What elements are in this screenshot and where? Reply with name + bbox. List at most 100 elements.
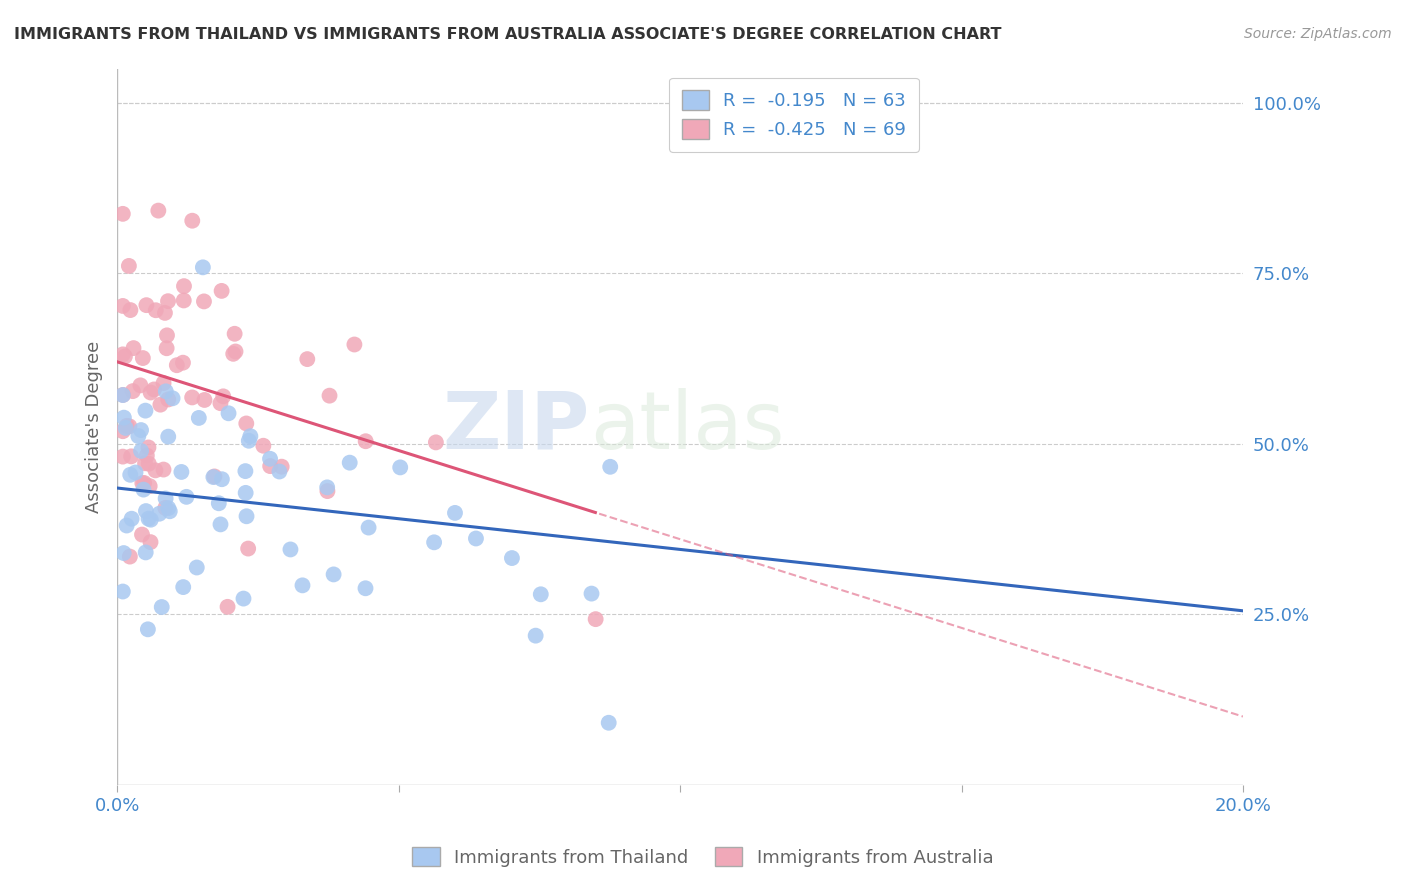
Point [235,509,257,524]
Point [111,450,134,464]
Point [121,512,143,526]
Point [134,403,156,417]
Point [129,378,152,392]
Point [425,435,447,450]
Point [148,203,170,218]
Point [343,337,366,351]
Point [598,715,620,730]
Point [139,385,162,400]
Point [238,541,260,556]
Point [159,504,181,518]
Point [114,350,136,364]
Point [211,284,233,298]
Point [209,517,232,532]
Point [120,303,142,318]
Point [187,411,209,425]
Point [157,501,180,516]
Point [191,260,214,275]
Text: atlas: atlas [591,388,785,466]
Point [186,560,208,574]
Point [501,551,523,566]
Point [423,535,446,549]
Point [235,417,257,431]
Text: IMMIGRANTS FROM THAILAND VS IMMIGRANTS FROM AUSTRALIA ASSOCIATE'S DEGREE CORRELA: IMMIGRANTS FROM THAILAND VS IMMIGRANTS F… [14,27,1001,42]
Point [235,464,257,478]
Point [115,418,138,433]
Point [181,391,204,405]
Point [166,358,188,372]
Point [155,384,177,399]
Point [136,623,159,637]
Point [111,207,134,221]
Point [134,475,156,490]
Point [212,389,235,403]
Point [235,486,257,500]
Point [145,463,167,477]
Point [111,584,134,599]
Point [152,462,174,476]
Point [134,456,156,470]
Point [444,506,467,520]
Point [239,429,262,443]
Point [150,600,173,615]
Point [118,259,141,273]
Point [316,484,339,499]
Point [135,449,157,463]
Point [208,496,231,510]
Point [389,460,412,475]
Point [173,279,195,293]
Point [291,578,314,592]
Point [131,476,153,491]
Point [339,456,361,470]
Point [204,469,226,483]
Point [181,213,204,227]
Point [217,599,239,614]
Point [156,341,179,355]
Point [118,549,141,564]
Point [120,467,142,482]
Point [111,347,134,361]
Point [524,629,547,643]
Point [322,567,344,582]
Point [173,293,195,308]
Point [115,518,138,533]
Point [354,581,377,595]
Point [111,388,134,402]
Point [156,328,179,343]
Point [131,527,153,541]
Point [112,388,135,402]
Point [252,439,274,453]
Point [114,421,136,435]
Point [145,303,167,318]
Point [143,383,166,397]
Point [149,398,172,412]
Point [224,326,246,341]
Point [135,504,157,518]
Point [202,470,225,484]
Point [112,546,135,560]
Point [135,545,157,559]
Point [129,423,152,437]
Point [112,410,135,425]
Point [157,430,180,444]
Point [259,451,281,466]
Point [465,532,488,546]
Point [129,444,152,458]
Text: Source: ZipAtlas.com: Source: ZipAtlas.com [1244,27,1392,41]
Point [155,500,177,515]
Point [138,441,160,455]
Point [127,429,149,443]
Point [162,392,184,406]
Point [139,535,162,549]
Point [111,424,134,438]
Point [318,389,340,403]
Point [193,294,215,309]
Point [218,406,240,420]
Point [232,591,254,606]
Point [135,298,157,312]
Point [224,344,246,359]
Point [211,472,233,486]
Point [155,491,177,506]
Point [170,465,193,479]
Point [297,352,319,367]
